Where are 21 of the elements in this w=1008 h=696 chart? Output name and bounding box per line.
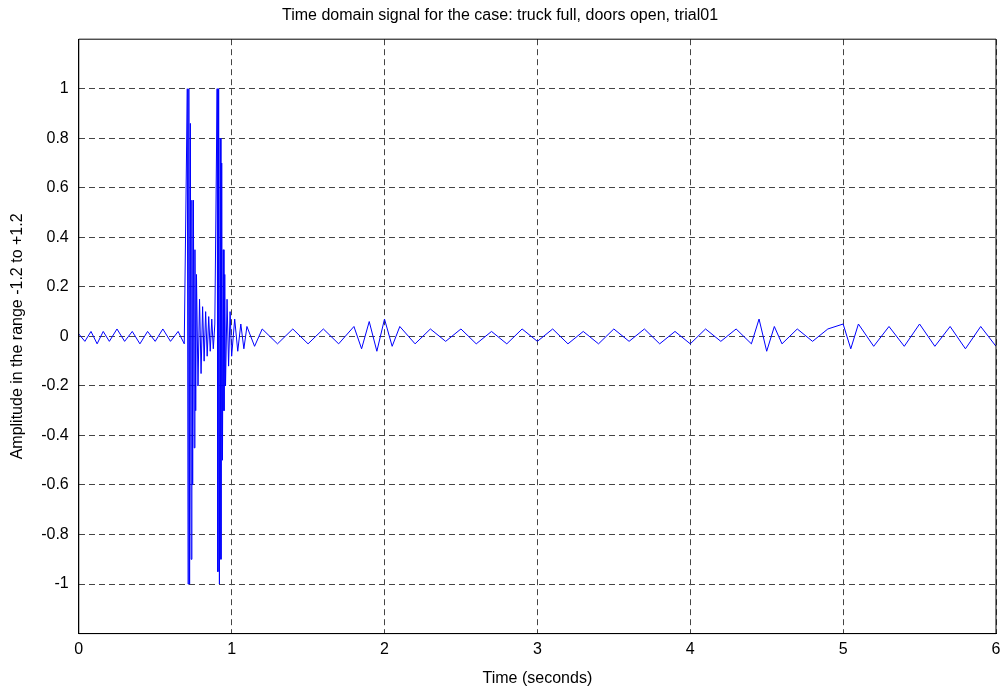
y-tick-label: 0.6 xyxy=(46,178,69,196)
y-tick-label: -0.8 xyxy=(41,524,69,542)
x-tick-label: 6 xyxy=(991,639,1001,657)
x-tick-label: 5 xyxy=(838,639,848,657)
x-axis-title: Time (seconds) xyxy=(482,668,593,686)
chart-title: Time domain signal for the case: truck full, doors open, trial01 xyxy=(281,6,719,24)
x-tick-label: 2 xyxy=(380,639,390,657)
y-tick-label: -0.4 xyxy=(41,425,69,443)
y-axis-title: Amplitude in the range -1.2 to +1.2 xyxy=(8,213,26,460)
y-tick-label: 0.4 xyxy=(46,227,69,245)
y-tick-label: 0 xyxy=(59,326,69,344)
x-tick-label: 0 xyxy=(74,639,84,657)
x-tick-label: 4 xyxy=(685,639,695,657)
y-tick-label: -0.6 xyxy=(41,475,69,493)
y-tick-label: -0.2 xyxy=(41,376,69,394)
x-tick-label: 1 xyxy=(227,639,237,657)
y-tick-label: -1 xyxy=(54,574,69,592)
y-tick-label: 0.8 xyxy=(46,128,69,146)
y-tick-label: 1 xyxy=(59,79,69,97)
y-tick-label: 0.2 xyxy=(46,277,69,295)
x-tick-label: 3 xyxy=(532,639,542,657)
